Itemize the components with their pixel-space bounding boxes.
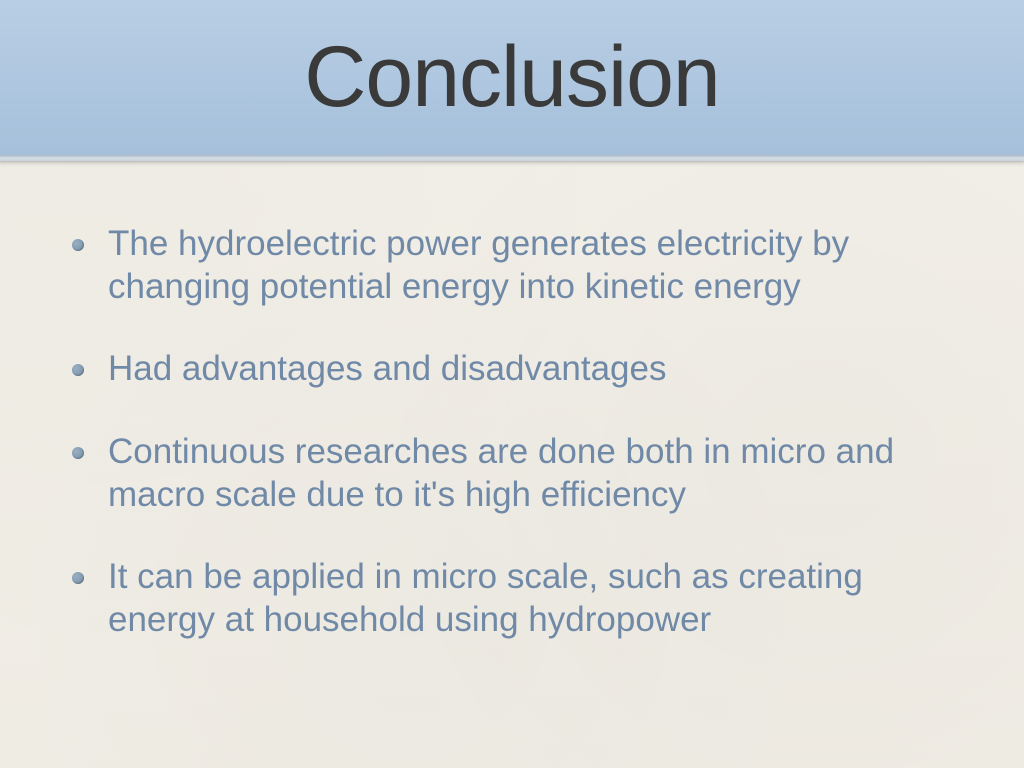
bullet-text: It can be applied in micro scale, such a…	[108, 556, 960, 641]
list-item: Continuous researches are done both in m…	[72, 431, 960, 516]
list-item: The hydroelectric power generates electr…	[72, 223, 960, 308]
bullet-text: Continuous researches are done both in m…	[108, 431, 960, 516]
bullet-icon	[72, 572, 84, 584]
list-item: It can be applied in micro scale, such a…	[72, 556, 960, 641]
bullet-icon	[72, 364, 84, 376]
slide-title: Conclusion	[304, 28, 719, 127]
bullet-icon	[72, 239, 84, 251]
slide-content: The hydroelectric power generates electr…	[0, 161, 1024, 642]
list-item: Had advantages and disadvantages	[72, 348, 960, 391]
header-divider	[0, 155, 1024, 161]
slide-header: Conclusion	[0, 0, 1024, 155]
bullet-text: The hydroelectric power generates electr…	[108, 223, 960, 308]
bullet-text: Had advantages and disadvantages	[108, 348, 666, 391]
bullet-icon	[72, 447, 84, 459]
